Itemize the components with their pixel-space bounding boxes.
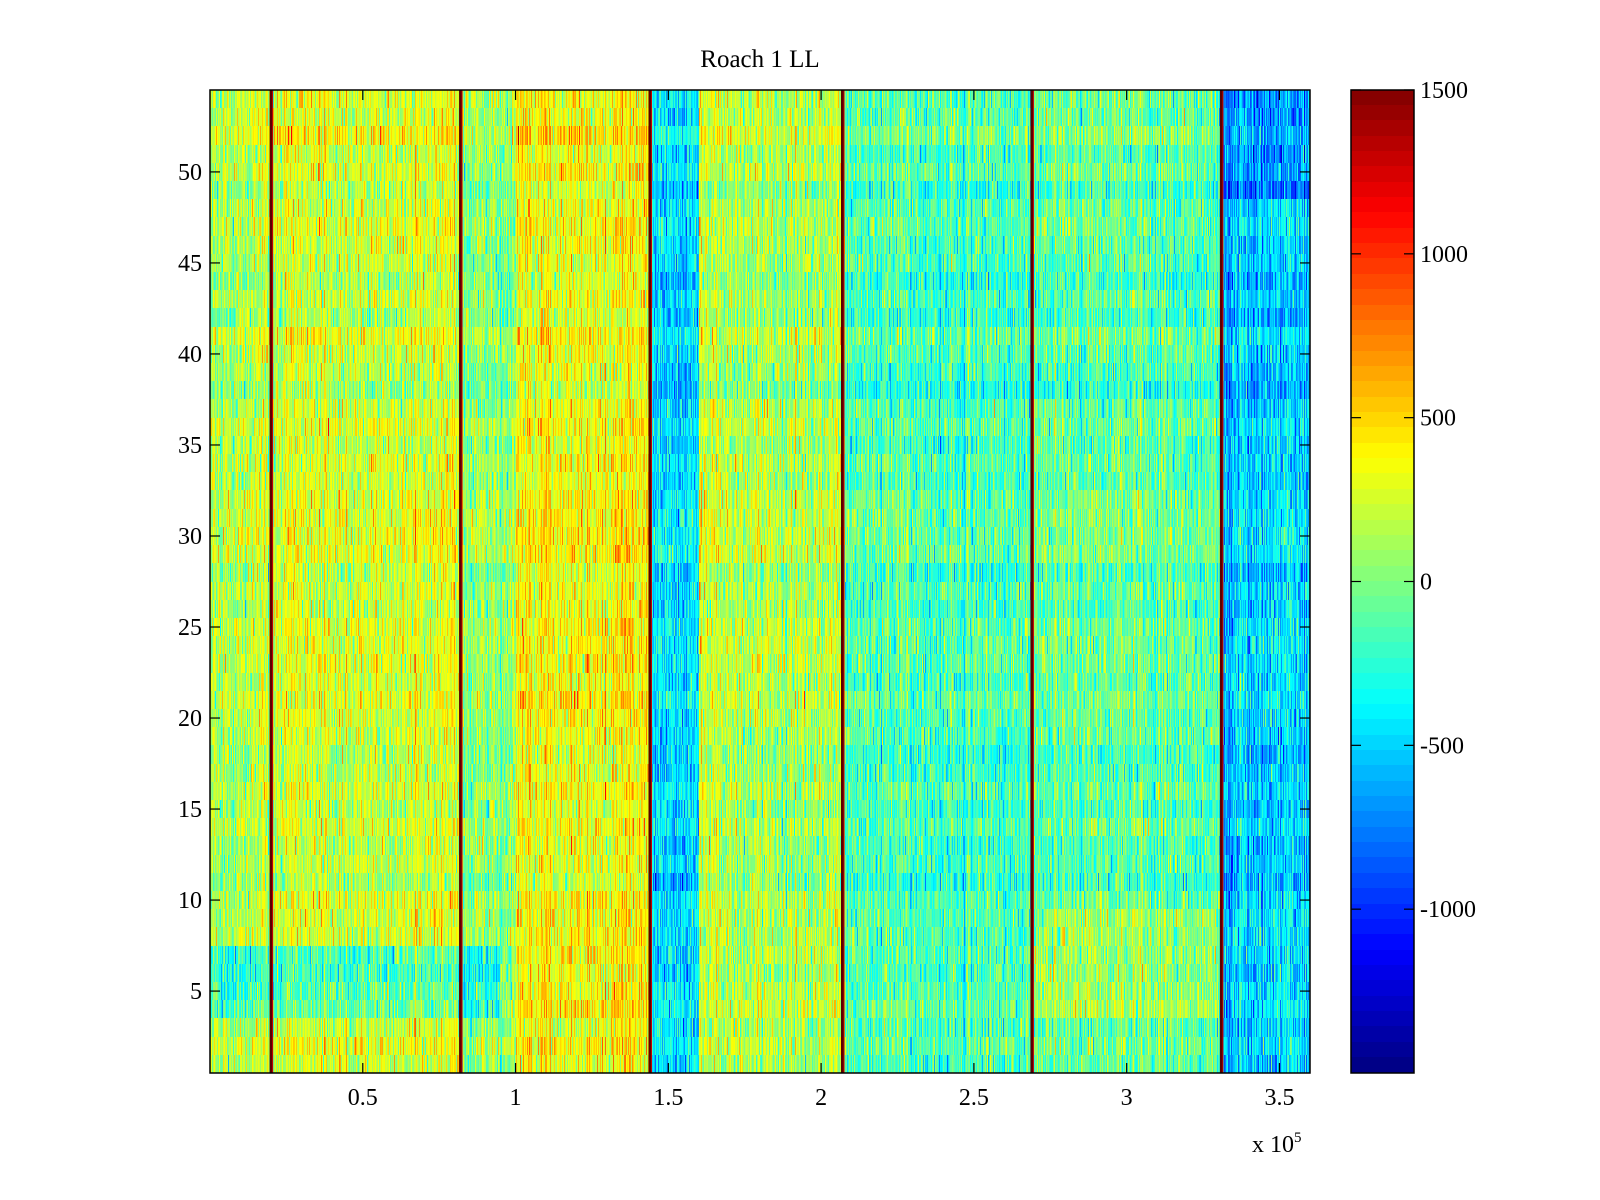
x-axis-multiplier: x 105 — [1252, 1130, 1302, 1158]
x-axis-multiplier-exponent: 5 — [1294, 1130, 1302, 1146]
y-axis-ticks: 5 10 15 20 25 30 35 40 45 50 — [178, 160, 1310, 1005]
separator-lines — [269, 90, 1224, 1073]
x-tick-label: 3 — [1121, 1085, 1133, 1111]
y-tick-label: 25 — [178, 615, 202, 641]
y-tick-label: 15 — [178, 797, 202, 823]
x-tick-label: 1.5 — [653, 1085, 683, 1111]
plot-frame — [209, 89, 1311, 1074]
y-tick-label: 45 — [178, 251, 202, 277]
y-tick-label: 40 — [178, 342, 202, 368]
x-tick-label: 0.5 — [348, 1085, 378, 1111]
colorbar-tick-label: -500 — [1420, 733, 1464, 759]
x-tick-label: 2 — [815, 1085, 827, 1111]
chart-title: Roach 1 LL — [700, 46, 819, 73]
x-tick-label: 1 — [510, 1085, 522, 1111]
colorbar-tick-label: 1000 — [1420, 242, 1468, 268]
y-tick-label: 10 — [178, 888, 202, 914]
x-axis-ticks: 0.5 1 1.5 2 2.5 3 3.5 — [348, 90, 1294, 1111]
colorbar-ticks: -1000 -500 0 500 1000 1500 — [1351, 78, 1476, 923]
colorbar — [1351, 90, 1414, 1073]
y-tick-label: 35 — [178, 433, 202, 459]
y-tick-label: 20 — [178, 706, 202, 732]
x-axis-multiplier-base: x 10 — [1252, 1132, 1294, 1158]
heatmap-plot-area — [210, 90, 1310, 1073]
colorbar-tick-label: 0 — [1420, 570, 1432, 596]
colorbar-tick-label: 500 — [1420, 406, 1456, 432]
colorbar-tick-label: 1500 — [1420, 78, 1468, 104]
x-tick-label: 3.5 — [1264, 1085, 1294, 1111]
x-tick-label: 2.5 — [959, 1085, 989, 1111]
y-tick-label: 50 — [178, 160, 202, 186]
colorbar-tick-label: -1000 — [1420, 897, 1476, 923]
y-tick-label: 5 — [190, 979, 202, 1005]
y-tick-label: 30 — [178, 524, 202, 550]
